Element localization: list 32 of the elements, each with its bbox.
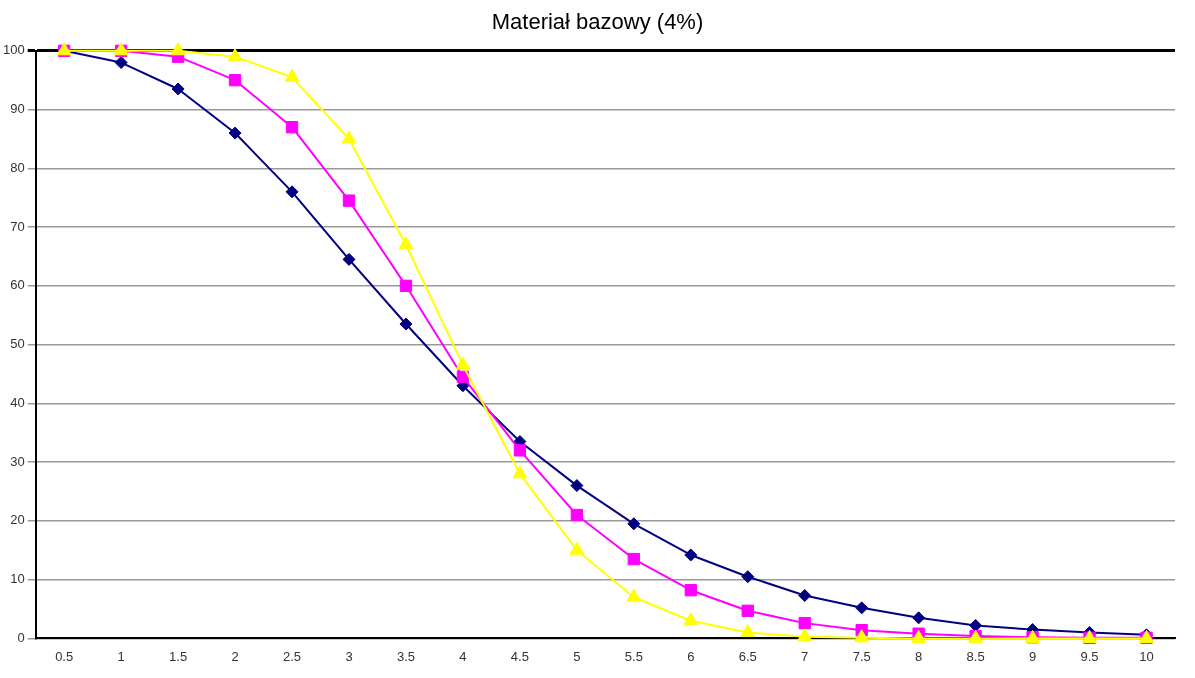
y-tick-label: 80: [10, 159, 25, 175]
x-tick-label: 3.5: [396, 648, 415, 664]
x-tick-label: 3: [345, 648, 353, 664]
x-tick-label: 4.5: [510, 648, 529, 664]
x-tick-label: 2: [231, 648, 239, 664]
x-tick-label: 5: [573, 648, 581, 664]
y-tick-label: 40: [10, 394, 25, 410]
y-tick-label: 10: [10, 571, 25, 587]
x-tick-label: 8: [915, 648, 923, 664]
y-tick-label: 60: [10, 277, 25, 293]
y-tick-label: 30: [10, 453, 25, 469]
y-tick-label: 50: [10, 336, 25, 352]
y-tick-label: 70: [10, 218, 25, 234]
x-tick-label: 4: [459, 648, 467, 664]
y-tick-label: 100: [2, 42, 25, 58]
x-tick-label: 5.5: [624, 648, 643, 664]
x-tick-label: 8.5: [966, 648, 985, 664]
x-tick-label: 6: [687, 648, 695, 664]
chart-title: Materiał bazowy (4%): [490, 8, 705, 36]
x-tick-label: 10: [1139, 648, 1154, 664]
x-tick-label: 9.5: [1080, 648, 1099, 664]
y-tick-label: 20: [10, 512, 25, 528]
x-tick-label: 1: [117, 648, 125, 664]
y-tick-label: 90: [10, 101, 25, 117]
y-tick-label: 0: [17, 629, 25, 645]
x-tick-label: 7.5: [852, 648, 871, 664]
x-tick-label: 1.5: [169, 648, 188, 664]
x-tick-label: 7: [801, 648, 809, 664]
x-tick-label: 9: [1028, 648, 1037, 664]
x-tick-label: 2.5: [283, 648, 302, 664]
x-tick-label: 6.5: [738, 648, 757, 664]
x-tick-label: 0.5: [55, 648, 74, 664]
